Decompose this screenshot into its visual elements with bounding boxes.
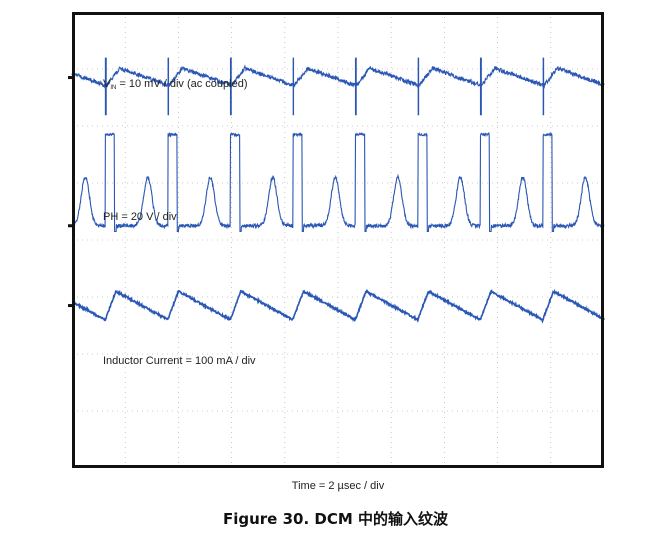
scope-plot: VIN = 10 mV / div (ac coupled) PH = 20 V… [68,12,605,468]
inductor-current-channel-label: Inductor Current = 100 mA / div [103,355,256,367]
oscilloscope-screen: VIN = 10 mV / div (ac coupled) PH = 20 V… [68,12,605,468]
x-axis-label: Time = 2 µsec / div [291,480,385,492]
vin-ripple-trace [71,57,605,116]
inductor-current-trace [71,288,605,324]
ph-channel-label: PH = 20 V / div [103,211,177,223]
traces [71,57,605,324]
vin-channel-label: VIN = 10 mV / div (ac coupled) [103,78,248,91]
figure-caption: Figure 30. DCM 中的输入纹波 [222,510,448,528]
plot-border [72,12,604,468]
ph-switch-trace [71,131,605,233]
channel-labels: VIN = 10 mV / div (ac coupled) PH = 20 V… [103,78,256,367]
